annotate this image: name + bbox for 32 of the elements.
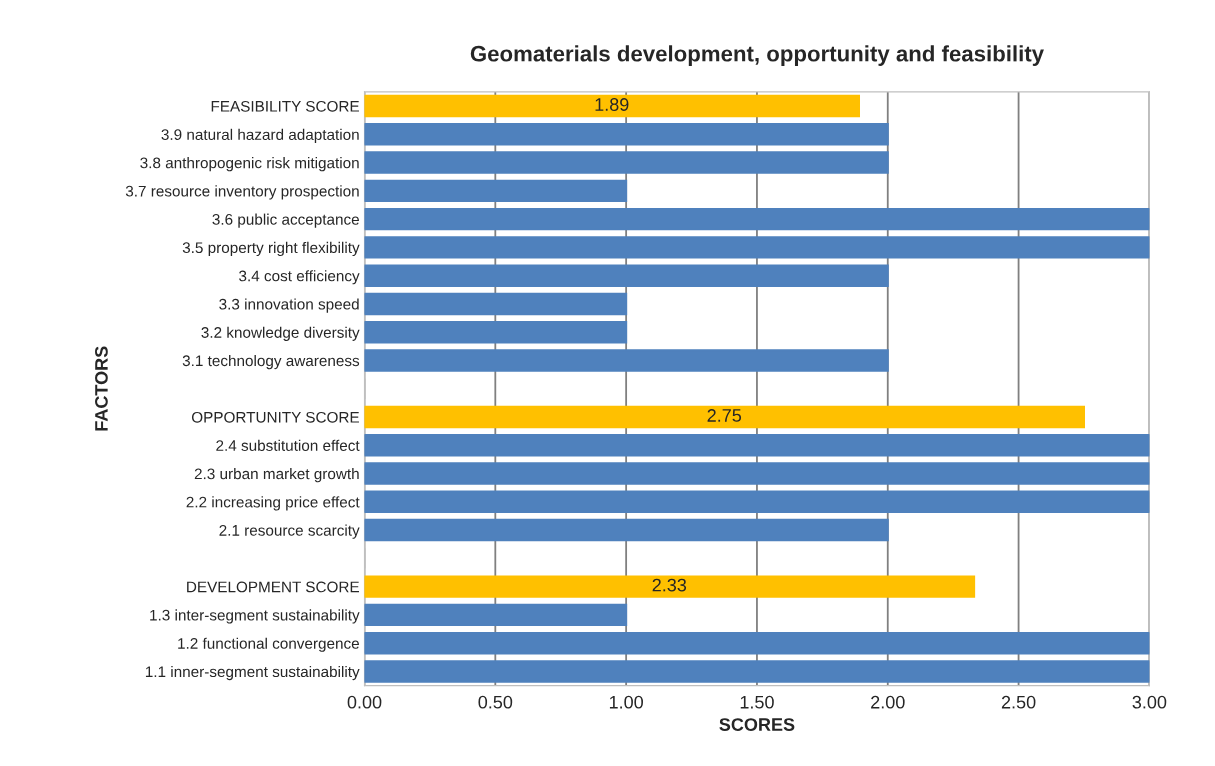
y-tick-label: 3.1 technology awareness bbox=[182, 354, 360, 370]
y-tick-label: 1.3 inter-segment sustainability bbox=[150, 609, 360, 624]
y-tick-label: 3.5 property right flexibility bbox=[182, 241, 360, 257]
y-axis-title: FACTORS bbox=[95, 346, 108, 431]
data-label: 1.89 bbox=[595, 98, 629, 111]
y-tick-label: 1.2 functional convergence bbox=[178, 637, 359, 652]
y-tick-label: OPPORTUNITY SCORE bbox=[191, 411, 359, 423]
x-tick-label: 0.00 bbox=[347, 695, 382, 709]
y-tick-label: 3.4 cost efficiency bbox=[239, 270, 360, 285]
x-tick-label: 1.50 bbox=[740, 695, 774, 709]
x-axis-title: SCORES bbox=[719, 718, 795, 731]
y-tick-label: 2.1 resource scarcity bbox=[219, 524, 360, 539]
y-tick-label: 2.3 urban market growth bbox=[194, 468, 359, 483]
x-tick-label: 0.50 bbox=[478, 695, 513, 709]
y-tick-label: 2.2 increasing price effect bbox=[186, 496, 360, 511]
x-tick-label: 1.00 bbox=[609, 695, 643, 709]
y-tick-label: 3.6 public acceptance bbox=[212, 213, 359, 228]
chart-title: Geomaterials development, opportunity and feasibility bbox=[470, 45, 1044, 66]
data-label: 2.33 bbox=[652, 578, 687, 592]
y-tick-label: DEVELOPMENT SCORE bbox=[187, 581, 359, 593]
x-tick-label: 2.50 bbox=[1001, 695, 1036, 709]
x-tick-label: 2.00 bbox=[871, 695, 905, 709]
y-tick-label: 3.2 knowledge diversity bbox=[201, 326, 360, 341]
y-tick-label: 3.3 innovation speed bbox=[219, 298, 359, 313]
x-tick-label: 3.00 bbox=[1132, 695, 1167, 709]
y-tick-label: 1.1 inner-segment sustainability bbox=[145, 665, 360, 681]
y-tick-label: 2.4 substitution effect bbox=[216, 439, 360, 451]
y-tick-label: FEASIBILITY SCORE bbox=[211, 100, 359, 112]
y-tick-label: 3.8 anthropogenic risk mitigation bbox=[140, 157, 359, 172]
y-tick-label: 3.9 natural hazard adaptation bbox=[161, 128, 359, 144]
data-label: 2.75 bbox=[707, 409, 742, 422]
y-tick-label: 3.7 resource inventory prospection bbox=[125, 185, 359, 200]
